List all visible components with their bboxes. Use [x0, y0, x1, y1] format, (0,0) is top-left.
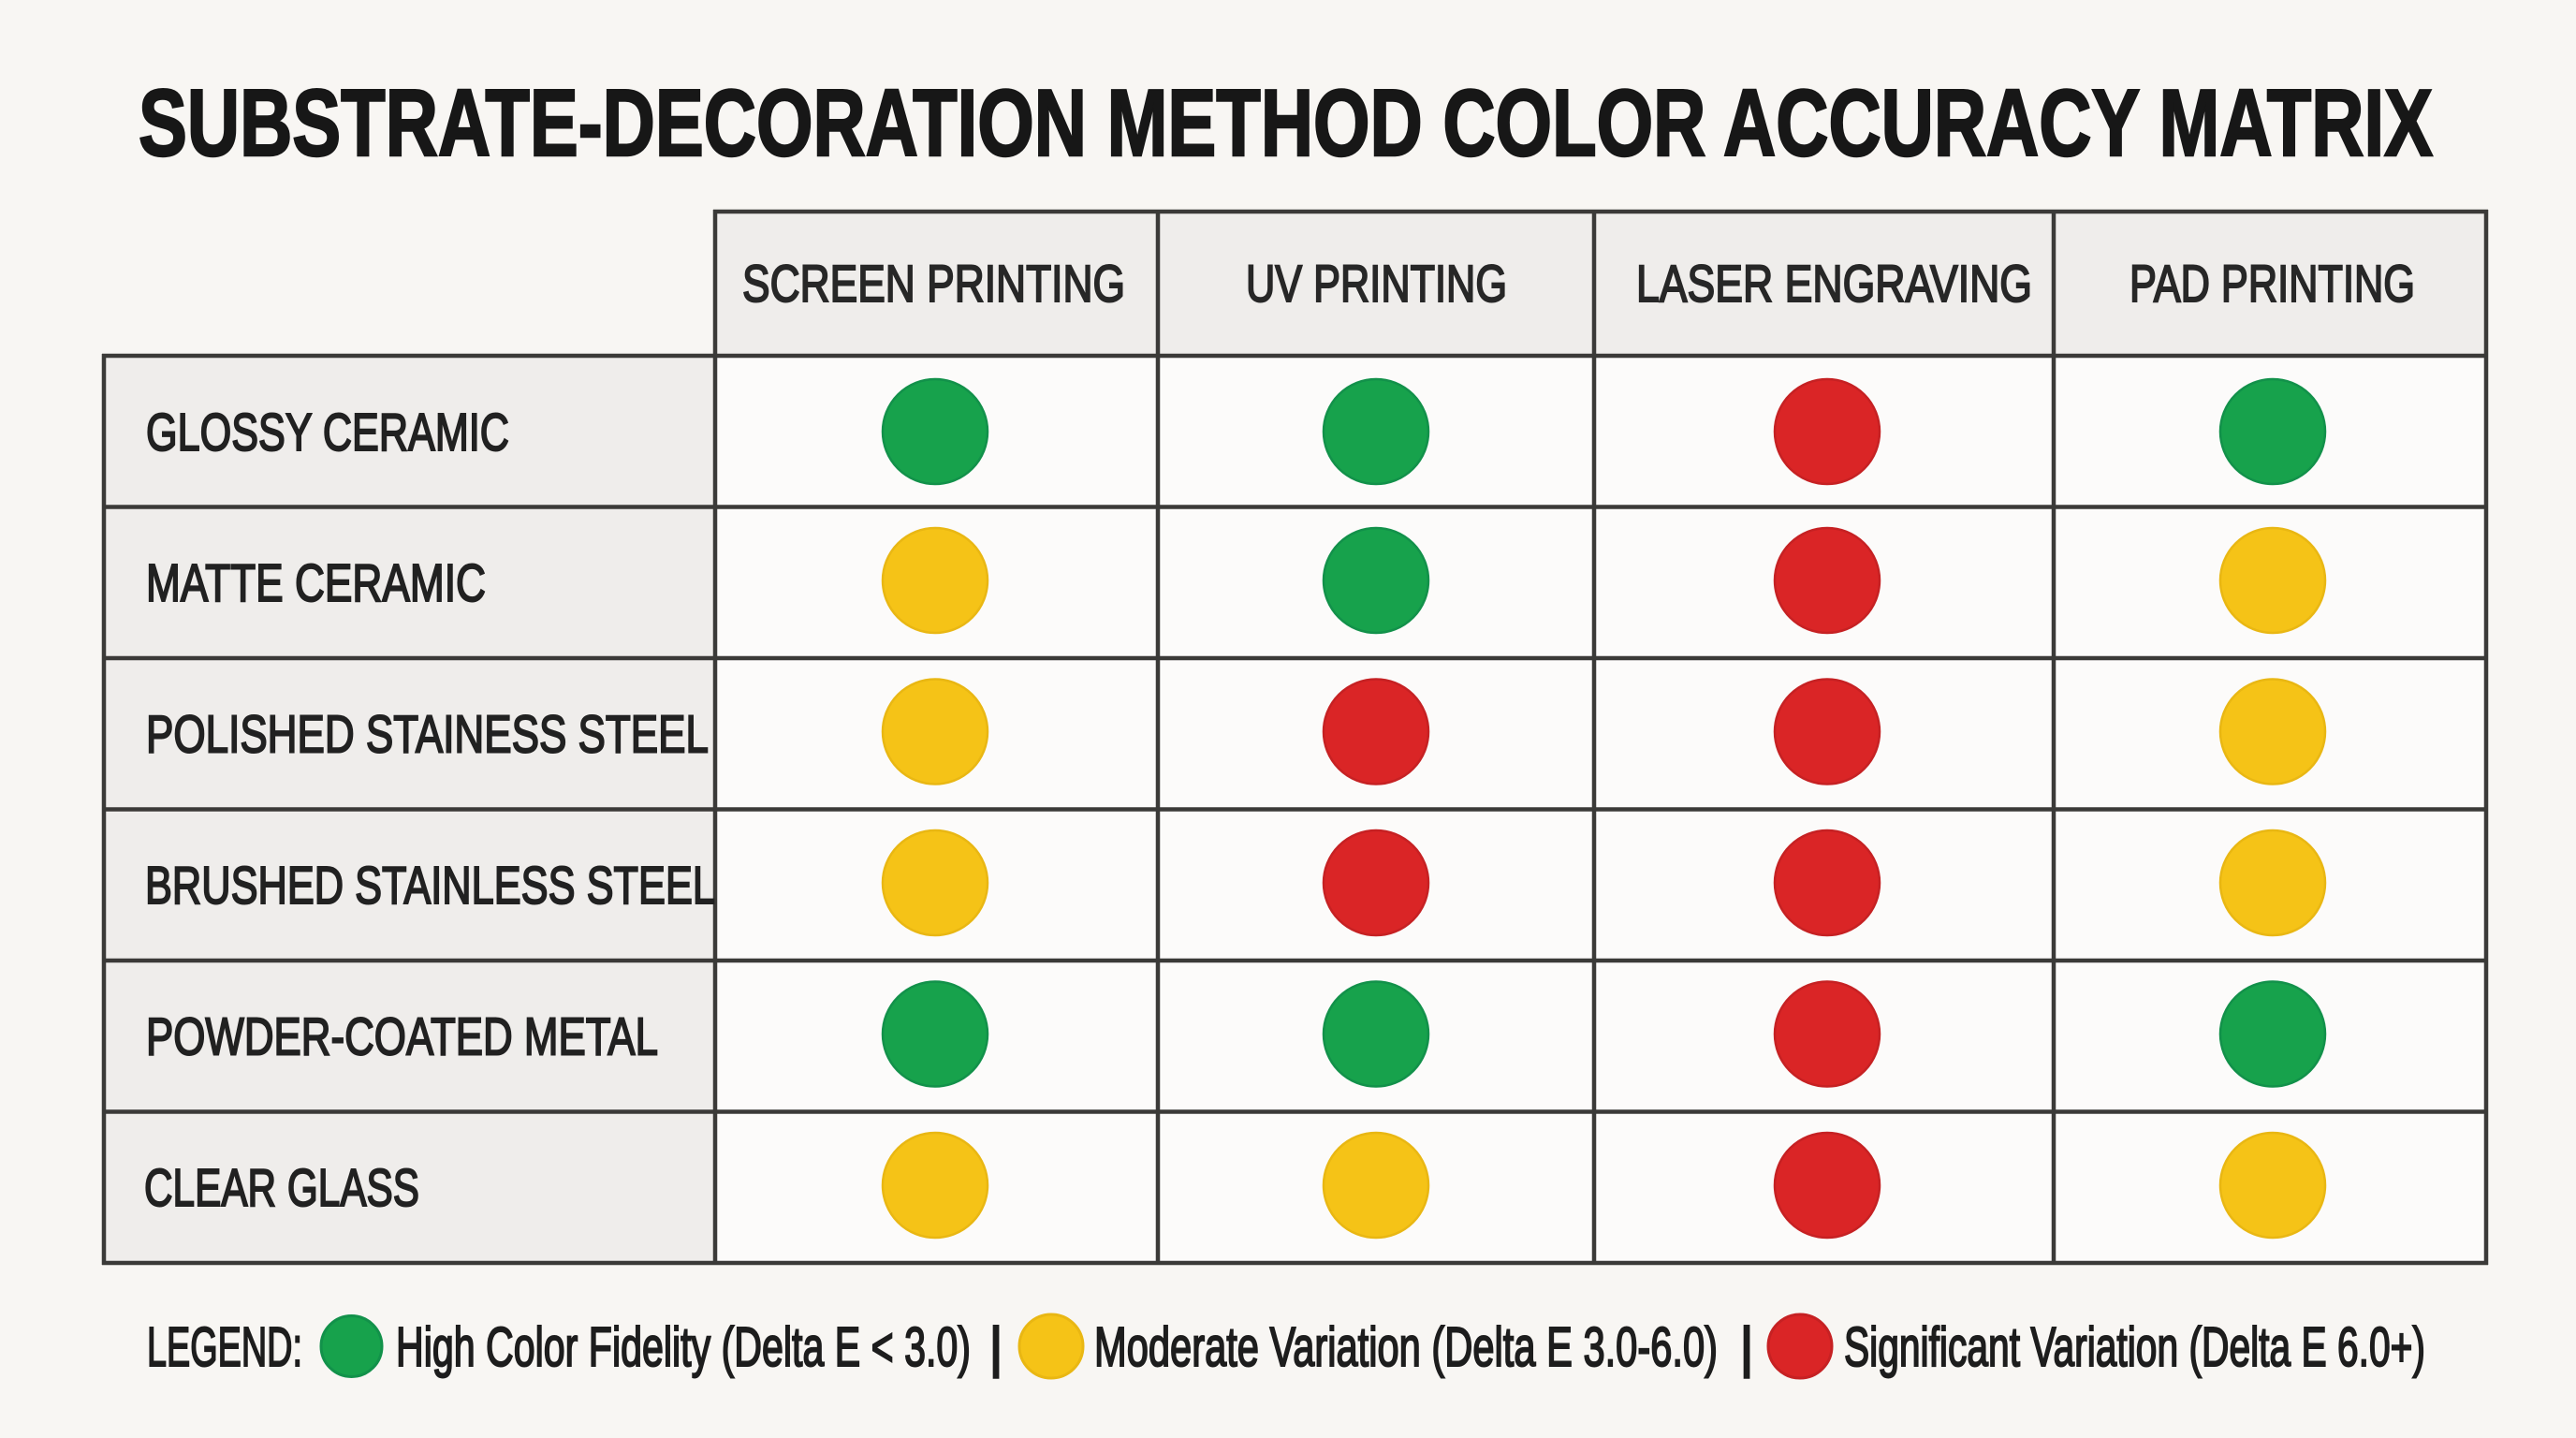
svg-text:Moderate Variation (Delta E 3.: Moderate Variation (Delta E 3.0-6.0)	[1094, 1316, 1718, 1378]
svg-text:|: |	[1739, 1316, 1753, 1378]
svg-text:PAD PRINTING: PAD PRINTING	[2130, 254, 2415, 313]
svg-text:GLOSSY CERAMIC: GLOSSY CERAMIC	[146, 403, 509, 462]
svg-text:LASER ENGRAVING: LASER ENGRAVING	[1636, 254, 2032, 313]
svg-text:SCREEN PRINTING: SCREEN PRINTING	[742, 254, 1125, 313]
svg-text:SUBSTRATE-DECORATION METHOD CO: SUBSTRATE-DECORATION METHOD COLOR ACCURA…	[139, 71, 2433, 176]
svg-text:|: |	[988, 1316, 1003, 1378]
svg-text:MATTE CERAMIC: MATTE CERAMIC	[146, 553, 486, 613]
svg-text:BRUSHED STAINLESS STEEL: BRUSHED STAINLESS STEEL	[145, 856, 715, 916]
svg-text:Significant Variation (Delta E: Significant Variation (Delta E 6.0+)	[1844, 1316, 2425, 1378]
svg-text:LEGEND:: LEGEND:	[147, 1316, 302, 1378]
svg-text:High Color Fidelity (Delta E <: High Color Fidelity (Delta E < 3.0)	[396, 1316, 971, 1378]
svg-text:CLEAR GLASS: CLEAR GLASS	[144, 1158, 419, 1218]
svg-text:UV PRINTING: UV PRINTING	[1246, 254, 1507, 313]
svg-text:POWDER-COATED METAL: POWDER-COATED METAL	[146, 1007, 658, 1067]
svg-text:POLISHED STAINESS STEEL: POLISHED STAINESS STEEL	[146, 705, 709, 765]
